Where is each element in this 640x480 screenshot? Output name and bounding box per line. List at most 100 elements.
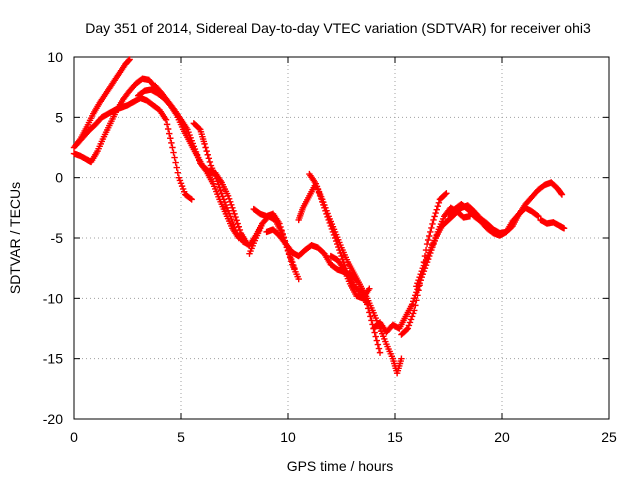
data-point	[417, 271, 424, 278]
data-point	[173, 164, 180, 171]
data-point	[366, 285, 373, 292]
data-point	[276, 220, 283, 227]
data-point	[215, 181, 222, 188]
data-point	[217, 187, 224, 194]
y-tick-label: -15	[43, 351, 63, 367]
data-point	[412, 302, 419, 309]
data-point	[230, 207, 237, 215]
data-point	[423, 240, 431, 248]
data-point	[435, 199, 443, 207]
x-tick-label: 15	[387, 429, 403, 445]
x-axis-label: GPS time / hours	[287, 458, 394, 474]
series-arc-15	[537, 216, 568, 232]
data-point	[225, 195, 233, 202]
data-point	[206, 158, 214, 166]
grid	[74, 57, 609, 419]
data-point	[162, 116, 170, 123]
series-arc-6	[246, 213, 298, 272]
y-tick-label: 5	[55, 109, 63, 125]
data-point	[285, 251, 293, 258]
data-point	[432, 209, 439, 217]
data-point	[430, 216, 437, 224]
data-point	[224, 192, 232, 199]
series-arc-17	[327, 252, 373, 302]
data-point	[409, 310, 417, 317]
data-point	[368, 317, 375, 324]
data-point	[288, 257, 295, 265]
data-point	[195, 125, 203, 132]
data-point	[168, 139, 175, 147]
series-arc-14	[445, 179, 566, 239]
x-tick-label: 0	[70, 429, 78, 445]
data-point	[408, 301, 416, 308]
data-point	[163, 121, 171, 128]
data-point	[560, 225, 568, 232]
data-point	[170, 149, 177, 156]
data-point	[431, 213, 438, 220]
data-point	[278, 227, 285, 234]
series-arc-3	[70, 75, 159, 166]
y-tick-label: -10	[43, 290, 63, 306]
data-point	[407, 316, 415, 323]
series-arc-16	[152, 82, 242, 242]
data-point	[171, 154, 178, 161]
data-point	[202, 167, 209, 174]
data-point	[125, 57, 133, 64]
y-tick-label: 0	[55, 170, 63, 186]
data-point	[442, 191, 449, 198]
data-point	[372, 333, 379, 340]
data-point	[339, 263, 346, 270]
data-point	[235, 234, 242, 242]
data-point	[415, 287, 422, 294]
data-point	[403, 326, 410, 333]
data-point	[409, 298, 417, 305]
data-point	[234, 220, 241, 227]
data-point	[415, 277, 422, 284]
data-point	[201, 140, 208, 148]
data-point	[414, 280, 421, 287]
data-point	[174, 169, 181, 176]
data-point	[229, 204, 236, 212]
data-point	[126, 56, 133, 63]
series-arc-13	[413, 202, 542, 290]
series-arc-10	[306, 170, 405, 377]
chart-title: Day 351 of 2014, Sidereal Day-to-day VTE…	[85, 20, 591, 36]
data-point	[424, 236, 432, 244]
data-point	[558, 191, 566, 198]
axis-ticks	[73, 56, 610, 420]
data-point	[405, 322, 413, 329]
data-point	[426, 232, 433, 240]
data-point	[558, 190, 565, 197]
data-point	[418, 267, 425, 275]
data-point	[374, 341, 382, 348]
data-point	[443, 190, 450, 197]
data-point	[398, 355, 405, 362]
x-tick-label: 5	[177, 429, 185, 445]
data-point	[428, 224, 435, 232]
data-point	[166, 130, 173, 137]
data-point	[202, 144, 209, 151]
data-point	[375, 345, 383, 352]
series-arc-7	[250, 205, 302, 283]
data-point	[434, 203, 441, 210]
data-point	[232, 213, 239, 221]
x-tick-label: 10	[280, 429, 296, 445]
y-axis-label: SDTVAR / TECUs	[7, 182, 23, 294]
data-point	[433, 206, 440, 213]
data-point	[214, 178, 221, 185]
data-point	[235, 223, 242, 230]
data-point	[164, 125, 172, 133]
data-point	[429, 220, 436, 228]
data-point	[367, 313, 374, 320]
data-point	[373, 337, 381, 344]
data-point	[277, 223, 284, 231]
data-point	[218, 190, 225, 197]
data-point	[203, 147, 210, 155]
data-point	[414, 286, 421, 293]
data-point	[172, 159, 179, 166]
data-points	[70, 56, 568, 377]
data-point	[535, 213, 542, 220]
data-point	[427, 228, 434, 236]
data-point	[205, 155, 213, 162]
